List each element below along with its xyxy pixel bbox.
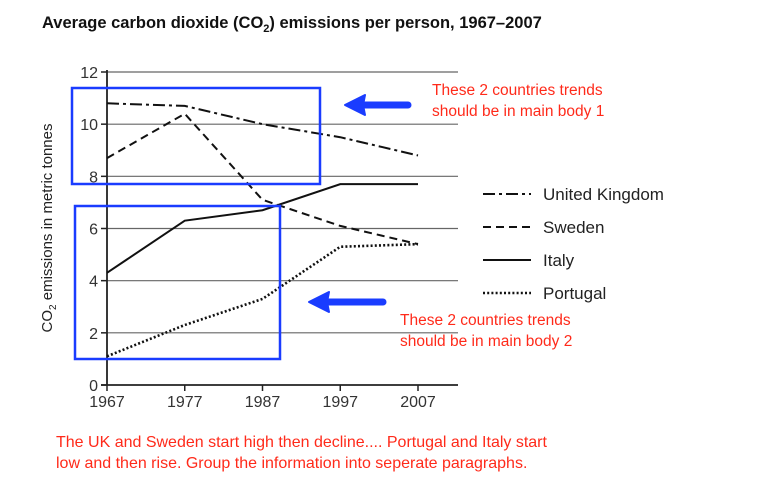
legend-label: Sweden	[543, 218, 604, 237]
arrow-head	[344, 94, 366, 116]
annotation-line: should be in main body 2	[400, 333, 573, 350]
legend-label: Italy	[543, 251, 575, 270]
y-tick-label: 12	[80, 65, 98, 82]
x-tick-label: 1987	[245, 394, 281, 411]
x-tick-label: 1997	[322, 394, 358, 411]
series-line-united-kingdom	[106, 102, 419, 157]
series-line-sweden	[106, 112, 419, 246]
y-tick-label: 0	[89, 378, 98, 395]
highlight-box-uk-sweden	[70, 86, 322, 186]
annotation-main-body-2: These 2 countries trends should be in ma…	[400, 310, 572, 352]
x-tick-label: 2007	[400, 394, 436, 411]
annotation-main-body-1: These 2 countries trends should be in ma…	[432, 80, 604, 122]
y-tick-label: 6	[89, 222, 98, 239]
series-line-italy	[106, 183, 418, 274]
x-tick-label: 1967	[89, 394, 125, 411]
series-line-portugal	[106, 242, 419, 358]
y-tick-label: 8	[89, 169, 98, 186]
annotation-line: These 2 countries trends	[400, 312, 571, 329]
annotation-line: should be in main body 1	[432, 103, 605, 120]
bottom-annotation: The UK and Sweden start high then declin…	[56, 432, 547, 474]
y-tick-label: 4	[89, 274, 98, 291]
y-tick-label: 2	[89, 326, 98, 343]
y-tick-label: 10	[80, 117, 98, 134]
x-tick-label: 1977	[167, 394, 203, 411]
annotation-line: These 2 countries trends	[432, 82, 603, 99]
arrow-left-icon	[308, 291, 387, 313]
y-axis-label: CO2 emissions in metric tonnes	[39, 124, 59, 333]
arrow-left-icon	[344, 94, 412, 116]
annotation-line: low and then rise. Group the information…	[56, 455, 528, 472]
annotation-line: The UK and Sweden start high then declin…	[56, 434, 547, 451]
arrow-head	[308, 291, 330, 313]
legend-label: Portugal	[543, 284, 606, 303]
highlight-box-italy-portugal	[73, 204, 282, 361]
chart-title: Average carbon dioxide (CO2) emissions p…	[42, 14, 542, 35]
legend-label: United Kingdom	[543, 185, 664, 204]
